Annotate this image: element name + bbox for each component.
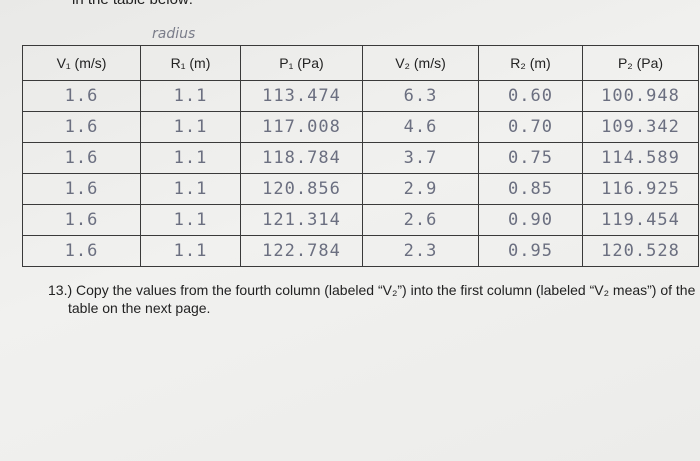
table-cell: 2.3 bbox=[362, 235, 479, 267]
table-cell: 1.6 bbox=[22, 204, 141, 236]
table-cell: 122.784 bbox=[240, 235, 363, 267]
table-cell: 1.6 bbox=[22, 111, 141, 143]
table-cell: 1.6 bbox=[22, 80, 141, 112]
table-cell: 114.589 bbox=[582, 142, 699, 174]
table-cell: 116.925 bbox=[582, 173, 699, 205]
cut-off-text: in the table below: bbox=[72, 0, 193, 8]
column-header: R₁ (m) bbox=[140, 45, 241, 81]
table-cell: 0.90 bbox=[478, 204, 583, 236]
table-cell: 6.3 bbox=[362, 80, 479, 112]
table-cell: 0.60 bbox=[478, 80, 583, 112]
column-header: V₁ (m/s) bbox=[22, 45, 141, 81]
table-cell: 100.948 bbox=[582, 80, 699, 112]
table-cell: 1.1 bbox=[140, 173, 241, 205]
table-cell: 1.1 bbox=[140, 235, 241, 267]
header-row: V₁ (m/s) R₁ (m) P₁ (Pa) V₂ (m/s) R₂ (m) P₂ (P… bbox=[22, 45, 699, 81]
table-cell: 121.314 bbox=[240, 204, 363, 236]
table-row: 1.6 1.1 121.314 2.6 0.90 119.454 bbox=[22, 204, 699, 236]
table-cell: 4.6 bbox=[362, 111, 479, 143]
table-cell: 1.1 bbox=[140, 142, 241, 174]
table-cell: 117.008 bbox=[240, 111, 363, 143]
table-cell: 0.95 bbox=[478, 235, 583, 267]
data-table: V₁ (m/s) R₁ (m) P₁ (Pa) V₂ (m/s) R₂ (m) P₂ (P… bbox=[22, 45, 699, 267]
table-cell: 1.6 bbox=[22, 142, 141, 174]
table-body: 1.6 1.1 113.474 6.3 0.60 100.948 1.6 1.1 117.008… bbox=[22, 80, 699, 267]
table-cell: 119.454 bbox=[582, 204, 699, 236]
table-cell: 1.6 bbox=[22, 173, 141, 205]
table-row: 1.6 1.1 120.856 2.9 0.85 116.925 bbox=[22, 173, 699, 205]
table-row: 1.6 1.1 122.784 2.3 0.95 120.528 bbox=[22, 235, 699, 267]
table-cell: 2.6 bbox=[362, 204, 479, 236]
table-cell: 3.7 bbox=[362, 142, 479, 174]
column-header: P₁ (Pa) bbox=[240, 45, 363, 81]
column-header: V₂ (m/s) bbox=[362, 45, 479, 81]
table-cell: 0.70 bbox=[478, 111, 583, 143]
table-cell: 1.1 bbox=[140, 80, 241, 112]
table-cell: 109.342 bbox=[582, 111, 699, 143]
table-cell: 0.75 bbox=[478, 142, 583, 174]
table-row: 1.6 1.1 117.008 4.6 0.70 109.342 bbox=[22, 111, 699, 143]
instruction: 13.) Copy the values from the fourth col… bbox=[48, 282, 696, 316]
table-cell: 2.9 bbox=[362, 173, 479, 205]
table-cell: 0.85 bbox=[478, 173, 583, 205]
column-header: P₂ (Pa) bbox=[582, 45, 699, 81]
table-cell: 118.784 bbox=[240, 142, 363, 174]
handwritten-note: radius bbox=[152, 26, 196, 42]
table-cell: 113.474 bbox=[240, 80, 363, 112]
table-cell: 1.6 bbox=[22, 235, 141, 267]
table-row: 1.6 1.1 113.474 6.3 0.60 100.948 bbox=[22, 80, 699, 112]
table-cell: 120.856 bbox=[240, 173, 363, 205]
table-cell: 120.528 bbox=[582, 235, 699, 267]
table-row: 1.6 1.1 118.784 3.7 0.75 114.589 bbox=[22, 142, 699, 174]
table-cell: 1.1 bbox=[140, 204, 241, 236]
table-cell: 1.1 bbox=[140, 111, 241, 143]
column-header: R₂ (m) bbox=[478, 45, 583, 81]
